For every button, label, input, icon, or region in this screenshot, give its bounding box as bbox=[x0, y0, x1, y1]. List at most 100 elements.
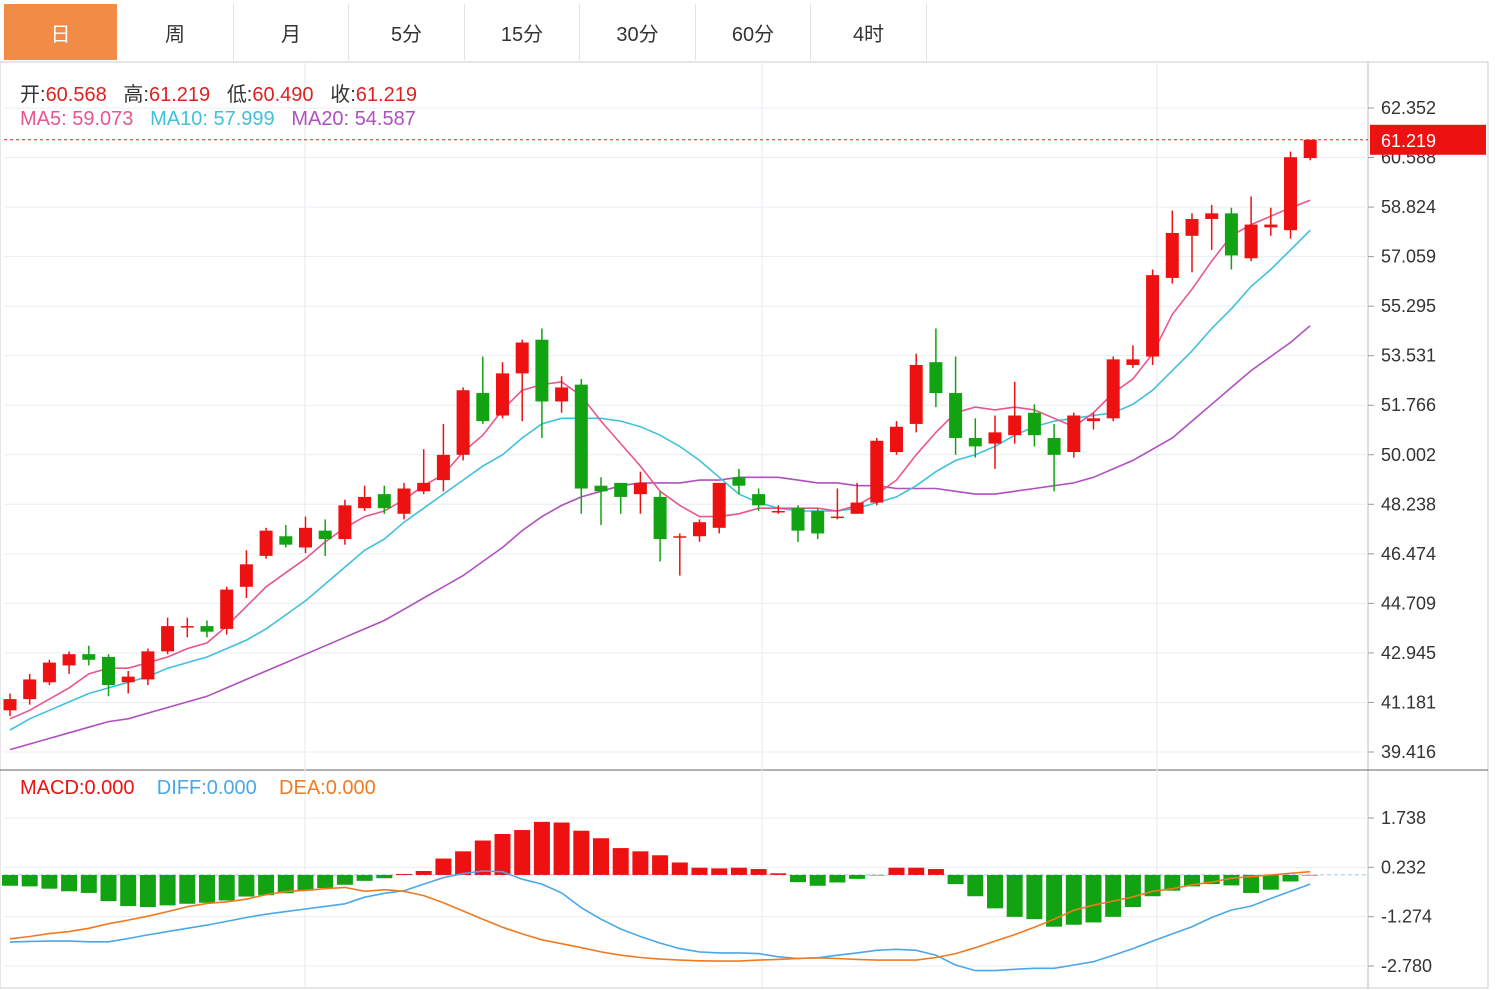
macd-bar bbox=[1262, 874, 1279, 890]
candle bbox=[62, 651, 76, 674]
macd-bar bbox=[868, 874, 885, 876]
candle-body bbox=[476, 393, 490, 422]
macd-label: MACD: bbox=[20, 777, 85, 799]
macd-bar bbox=[376, 874, 393, 879]
candle-body bbox=[1224, 213, 1238, 256]
candle bbox=[1224, 207, 1238, 270]
macd-bar bbox=[120, 874, 137, 907]
candle-body bbox=[1047, 437, 1061, 455]
macd-bar bbox=[455, 851, 472, 875]
macd-bar bbox=[179, 874, 196, 904]
candle-body bbox=[535, 339, 549, 402]
tab-day[interactable]: 日 bbox=[4, 4, 117, 60]
high-label: 高: bbox=[123, 84, 149, 106]
macd-bar bbox=[474, 840, 491, 875]
candle bbox=[949, 356, 963, 455]
candle-body bbox=[712, 482, 726, 528]
candle bbox=[890, 421, 903, 455]
tab-60min[interactable]: 60分 bbox=[696, 4, 811, 60]
ma5-line bbox=[9, 199, 1311, 720]
candle-body bbox=[299, 527, 312, 548]
candle-body bbox=[456, 390, 470, 455]
candle bbox=[456, 387, 470, 461]
macd-bar bbox=[671, 862, 688, 875]
close-label: 收: bbox=[330, 84, 356, 106]
candle-body bbox=[1303, 139, 1317, 159]
price-tick-label: 50.002 bbox=[1381, 445, 1436, 465]
macd-info: MACD:0.000 DIFF:0.000 DEA:0.000 bbox=[20, 777, 376, 800]
ma10-value: 57.999 bbox=[213, 108, 275, 130]
macd-bar bbox=[1124, 874, 1141, 908]
candle-body bbox=[673, 536, 687, 538]
period-tab-bar: 日 周 月 5分 15分 30分 60分 4时 bbox=[0, 0, 1496, 62]
candle bbox=[358, 485, 372, 511]
macd-bar bbox=[435, 858, 452, 875]
macd-bar bbox=[1006, 874, 1023, 917]
candle-body bbox=[771, 510, 785, 513]
tab-month[interactable]: 月 bbox=[234, 4, 349, 60]
tab-4hour[interactable]: 4时 bbox=[811, 4, 927, 60]
price-tick-label: 55.295 bbox=[1381, 296, 1436, 316]
macd-bar bbox=[159, 874, 176, 906]
candle-body bbox=[1165, 233, 1179, 278]
candle bbox=[594, 477, 608, 526]
macd-bar bbox=[849, 874, 866, 879]
macd-bar bbox=[730, 867, 747, 875]
candle-body bbox=[1244, 224, 1258, 259]
candle bbox=[830, 488, 844, 520]
ohlc-info: 开:60.568 高:61.219 低:60.490 收:61.219 bbox=[20, 78, 417, 107]
diff-value: 0.000 bbox=[206, 777, 257, 799]
macd-bar bbox=[277, 874, 294, 894]
tab-30min[interactable]: 30分 bbox=[580, 4, 696, 60]
candle-body bbox=[870, 440, 884, 503]
price-tick-label: 53.531 bbox=[1381, 346, 1436, 366]
candle bbox=[574, 379, 588, 514]
candle-body bbox=[102, 656, 115, 686]
candle bbox=[673, 533, 687, 576]
macd-bar bbox=[297, 874, 314, 891]
candle-body bbox=[1284, 157, 1297, 231]
tab-5min[interactable]: 5分 bbox=[349, 4, 465, 60]
macd-tick-label: -2.780 bbox=[1381, 956, 1432, 976]
candle bbox=[3, 693, 17, 716]
macd-bar bbox=[139, 874, 156, 908]
candle-body bbox=[1027, 412, 1041, 436]
price-tick-label: 51.766 bbox=[1381, 395, 1436, 415]
candle-body bbox=[574, 384, 588, 489]
macd-panel bbox=[2, 821, 1368, 972]
ma5-label: MA5: bbox=[20, 108, 67, 130]
macd-bar bbox=[1164, 874, 1181, 891]
tab-week[interactable]: 周 bbox=[117, 4, 234, 60]
candle bbox=[436, 423, 450, 492]
candle-body bbox=[3, 699, 17, 711]
candle bbox=[377, 485, 391, 514]
candle bbox=[811, 508, 825, 540]
ma-info: MA5: 59.073 MA10: 57.999 MA20: 54.587 bbox=[20, 108, 416, 131]
candle bbox=[1008, 381, 1022, 444]
candle-body bbox=[220, 589, 234, 629]
macd-bar bbox=[514, 830, 531, 875]
candle-body bbox=[318, 530, 332, 540]
ma20-label: MA20: bbox=[291, 108, 350, 130]
candle-body bbox=[1126, 359, 1140, 365]
macd-bar bbox=[100, 874, 117, 902]
candle-body bbox=[732, 477, 746, 486]
candle-body bbox=[1067, 415, 1081, 453]
price-tick-label: 57.059 bbox=[1381, 247, 1436, 267]
open-label: 开: bbox=[20, 84, 46, 106]
candle bbox=[180, 617, 194, 638]
tab-15min[interactable]: 15分 bbox=[465, 4, 580, 60]
high-value: 61.219 bbox=[148, 84, 211, 106]
candle bbox=[1146, 269, 1160, 365]
macd-bar bbox=[632, 851, 649, 875]
candle bbox=[259, 527, 273, 559]
candle bbox=[968, 418, 982, 458]
candle-body bbox=[1106, 359, 1120, 419]
macd-bar bbox=[553, 822, 570, 875]
diff-line bbox=[9, 870, 1311, 972]
price-tick-label: 62.352 bbox=[1381, 98, 1436, 118]
candle bbox=[1126, 345, 1140, 368]
candle bbox=[1284, 151, 1297, 239]
macd-bar bbox=[199, 874, 215, 903]
